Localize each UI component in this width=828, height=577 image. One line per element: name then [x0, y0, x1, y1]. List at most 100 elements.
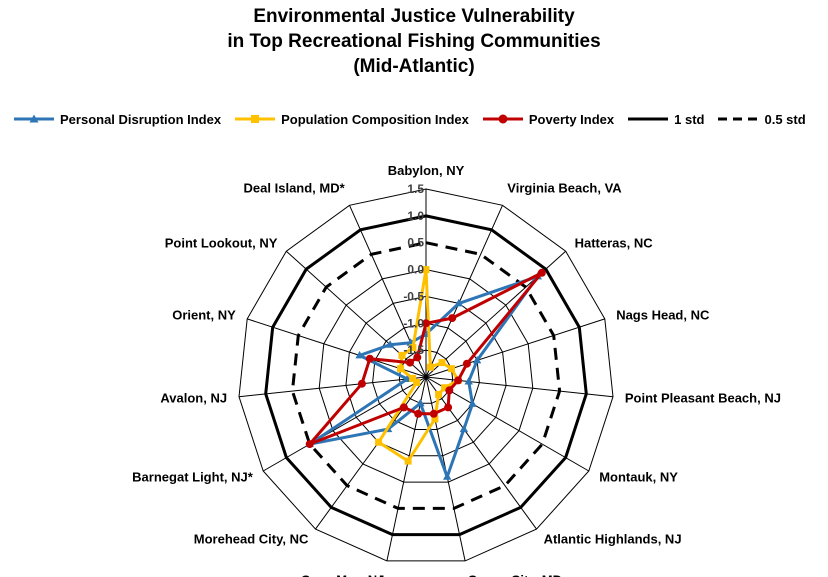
data-point: [429, 409, 438, 418]
data-point: [537, 268, 546, 277]
series-line: [308, 271, 544, 446]
grid-spoke: [425, 318, 605, 378]
category-label-point-lookout-ny: Point Lookout, NY: [165, 236, 278, 251]
category-label-babylon-ny: Babylon, NY: [388, 163, 465, 178]
category-label-deal-island-md: Deal Island, MD*: [244, 180, 346, 195]
legend-label: Personal Disruption Index: [60, 111, 222, 127]
series-line: [308, 274, 540, 479]
legend-swatch-square: [235, 115, 276, 123]
data-point: [438, 359, 446, 367]
std-reference-rings: [264, 214, 588, 537]
data-point: [413, 353, 422, 362]
grid-ring-outer: [238, 188, 614, 562]
category-label-avalon-nj: Avalon, NJ: [160, 390, 227, 405]
category-label-morehead-city-nc: Morehead City, NC: [194, 531, 309, 546]
category-labels: Babylon, NY Virginia Beach, VA Hatteras, N…: [132, 163, 781, 577]
grid-spoke: [262, 376, 427, 472]
data-point: [445, 386, 454, 395]
tick-label: 1.5: [407, 182, 424, 196]
legend-label: Population Composition Index: [281, 111, 469, 127]
category-label-point-pleasant-beach-nj: Point Pleasant Beach, NJ: [625, 390, 781, 405]
tick-label: 1.0: [407, 209, 424, 223]
grid-spoke: [238, 376, 427, 398]
data-point: [431, 415, 439, 423]
chart-title-line-2: in Top Recreational Fishing Communities: [227, 31, 601, 52]
chart-title-line-1: Environmental Justice Vulnerability: [253, 6, 575, 27]
category-label-virginia-beach-va: Virginia Beach, VA: [507, 180, 622, 195]
legend-swatch-triangle: [14, 114, 54, 123]
data-point: [414, 409, 423, 418]
grid-spoke: [247, 318, 427, 378]
data-point: [398, 351, 406, 359]
data-point: [448, 314, 457, 323]
data-point: [305, 440, 314, 449]
data-point: [441, 384, 449, 392]
data-point: [409, 374, 417, 382]
grid-spoke: [315, 376, 427, 530]
tick-label: 0.5: [407, 236, 424, 250]
legend-item-1-std: 1 std: [628, 112, 704, 127]
legend-label: 0.5 std: [764, 111, 806, 127]
legend-swatch-dashed-line: [718, 117, 759, 121]
data-point: [416, 398, 425, 407]
category-label-montauk-ny: Montauk, NY: [599, 470, 678, 485]
category-label-hatteras-nc: Hatteras, NC: [575, 236, 654, 251]
chart-legend: Personal Disruption Index Population Com…: [14, 108, 820, 130]
data-point: [422, 266, 430, 274]
data-point: [357, 379, 366, 388]
legend-item-poverty: Poverty Index: [482, 111, 615, 127]
data-point: [454, 376, 463, 385]
data-point: [355, 350, 364, 359]
data-point: [422, 319, 430, 328]
data-point: [444, 403, 453, 412]
grid-spoke: [425, 376, 537, 530]
data-point: [406, 358, 414, 367]
category-label-orient-ny: Orient, NY: [172, 308, 236, 323]
data-point: [435, 390, 443, 398]
category-label-nags-head-nc: Nags Head, NC: [616, 308, 710, 323]
legend-swatch-solid-line: [628, 117, 669, 121]
tick-label: 0.0: [407, 263, 424, 277]
series-poverty-index: [305, 268, 546, 449]
data-point: [462, 359, 471, 368]
grid-ring: [398, 349, 454, 404]
legend-label: 1 std: [674, 111, 705, 127]
grid-ring: [372, 322, 480, 430]
legend-label: Poverty Index: [528, 111, 615, 127]
data-point: [468, 399, 477, 407]
category-label-atlantic-highlands-nj: Atlantic Highlands, NJ: [544, 531, 682, 546]
tick-label: -1.0: [403, 316, 424, 330]
tick-label: -0.5: [403, 289, 424, 303]
grid-spoke: [386, 376, 427, 562]
data-point: [397, 365, 404, 373]
legend-item-population-composition: Population Composition Index: [235, 112, 469, 127]
legend-swatch-circle: [482, 114, 523, 124]
chart-title: Environmental Justice Vulnerability in T…: [0, 4, 828, 79]
data-point: [385, 340, 395, 348]
tick-label: -1.5: [403, 343, 424, 357]
data-point: [404, 457, 412, 465]
data-point: [443, 472, 452, 480]
data-point: [426, 363, 434, 371]
radial-tick-labels: 1.5 1.0 0.5 0.0 -0.5 -1.0 -1.5: [403, 182, 424, 357]
data-point: [409, 344, 417, 352]
grid-spoke: [425, 376, 590, 472]
data-point: [365, 354, 374, 363]
data-point: [454, 298, 463, 307]
legend-item-personal-disruption: Personal Disruption Index: [14, 112, 221, 127]
data-point: [472, 355, 482, 364]
data-point: [448, 365, 455, 373]
data-point: [399, 403, 408, 412]
data-point: [459, 424, 469, 433]
category-label-ocean-city-md: Ocean City, MD: [468, 573, 562, 577]
category-label-barnegat-light-nj: Barnegat Light, NJ*: [132, 470, 254, 485]
data-point: [375, 438, 383, 446]
grid-spoke: [425, 205, 503, 378]
category-label-cape-may-nj: Cape May, NJ: [301, 573, 385, 577]
data-point: [413, 378, 421, 386]
chart-title-line-3: (Mid-Atlantic): [353, 56, 475, 77]
data-series: [305, 266, 546, 480]
ring-1-std: [264, 214, 588, 537]
legend-item-0-5-std: 0.5 std: [718, 111, 806, 127]
